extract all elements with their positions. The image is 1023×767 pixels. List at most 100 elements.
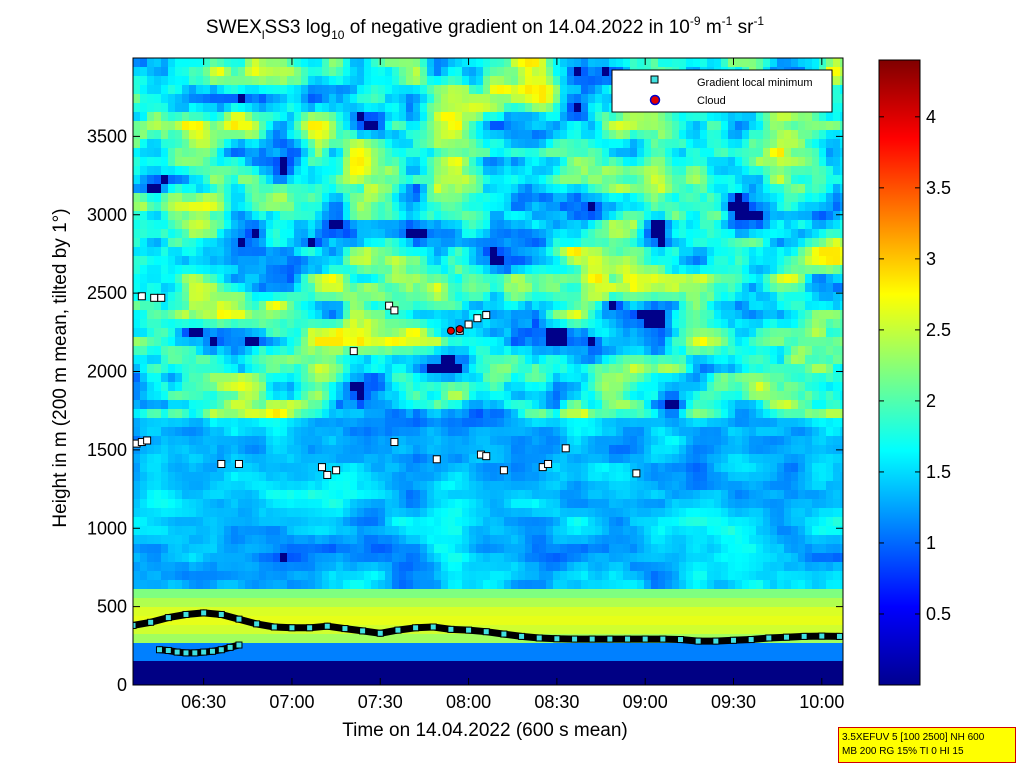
gradient-minimum-marker: [835, 632, 843, 640]
y-tick-label: 2000: [87, 362, 127, 382]
colorbar-ticks: 0.5 1 1.5 2 2.5 3 3.5 4: [879, 107, 951, 624]
gradient-minimum-marker: [482, 311, 491, 320]
gradient-minimum-marker: [217, 459, 226, 468]
gradient-minimum-marker: [217, 646, 225, 654]
gradient-minimum-marker: [482, 452, 491, 461]
colorbar-tick-label: 2: [926, 391, 936, 411]
gradient-minimum-marker: [432, 455, 441, 464]
gradient-minimum-marker: [561, 444, 570, 453]
gradient-minimum-marker: [818, 632, 826, 640]
gradient-minimum-marker: [473, 314, 482, 323]
gradient-minimum-marker: [147, 618, 155, 626]
gradient-minimum-marker: [208, 647, 216, 655]
gradient-minimum-marker: [182, 610, 190, 618]
gradient-minimum-marker: [226, 643, 234, 651]
colorbar-tick-label: 1: [926, 533, 936, 553]
chart-title: SWEXlSS3 log10 of negative gradient on 1…: [206, 14, 765, 42]
legend-label-cloud: Cloud: [697, 95, 726, 107]
gradient-minimum-marker: [217, 610, 225, 618]
gradient-minimum-marker: [341, 625, 349, 633]
gradient-minimum-marker: [164, 614, 172, 622]
info-line-2: MB 200 RG 15% TI 0 HI 15: [842, 746, 964, 757]
gradient-minimum-marker: [235, 615, 243, 623]
gradient-minimum-marker: [641, 635, 649, 643]
gradient-minimum-marker: [747, 636, 755, 644]
gradient-minimum-marker: [588, 635, 596, 643]
colorbar: 0.5 1 1.5 2 2.5 3 3.5 4: [878, 59, 951, 686]
legend-label-gradient-minimum: Gradient local minimum: [697, 77, 813, 89]
gradient-minimum-marker: [464, 320, 473, 329]
gradient-minimum-marker: [306, 624, 314, 632]
gradient-minimum-marker: [235, 641, 243, 649]
gradient-minimum-marker: [447, 625, 455, 633]
gradient-minimum-marker: [323, 470, 332, 479]
gradient-minimum-marker: [800, 632, 808, 640]
gradient-minimum-marker: [429, 623, 437, 631]
gradient-minimum-marker: [624, 635, 632, 643]
gradient-minimum-marker: [182, 649, 190, 657]
cloud-marker: [455, 325, 464, 334]
gradient-minimum-marker: [157, 293, 166, 302]
x-tick-label: 09:00: [623, 692, 668, 712]
gradient-minimum-marker: [164, 647, 172, 655]
gradient-minimum-marker: [200, 648, 208, 656]
gradient-minimum-marker: [659, 635, 667, 643]
legend: Gradient local minimum Cloud: [611, 69, 833, 113]
x-tick-label: 08:30: [534, 692, 579, 712]
gradient-minimum-marker: [765, 634, 773, 642]
gradient-minimum-marker: [143, 436, 152, 445]
y-axis: 0 500 1000 1500 2000 2500 3000 3500: [87, 126, 843, 695]
x-axis: 06:30 07:00 07:30 08:00 08:30 09:00 09:30 10:00: [181, 58, 844, 712]
gradient-minimum-marker: [323, 622, 331, 630]
gradient-minimum-marker: [234, 459, 243, 468]
gradient-minimum-marker: [376, 629, 384, 637]
gradient-minimum-marker: [270, 623, 278, 631]
y-tick-label: 1000: [87, 518, 127, 538]
gradient-minimum-marker: [500, 630, 508, 638]
gradient-minimum-marker: [677, 636, 685, 644]
gradient-minimum-marker: [349, 347, 358, 356]
gradient-minimum-marker: [133, 621, 137, 629]
y-tick-label: 3500: [87, 126, 127, 146]
y-axis-label: Height in m (200 m mean, tilted by 1°): [50, 208, 71, 527]
gradient-minimum-marker: [535, 634, 543, 642]
legend-marker-cloud: [649, 94, 661, 106]
gradient-minimum-marker: [359, 627, 367, 635]
y-tick-label: 3000: [87, 205, 127, 225]
heatmap: [133, 58, 843, 685]
x-tick-label: 10:00: [799, 692, 844, 712]
info-line-1: 3.5XEFUV 5 [100 2500] NH 600: [842, 732, 985, 743]
gradient-minimum-marker: [253, 620, 261, 628]
colorbar-tick-label: 2.5: [926, 320, 951, 340]
x-tick-label: 08:00: [446, 692, 491, 712]
colorbar-tick-label: 4: [926, 107, 936, 127]
gradient-minimum-marker: [712, 637, 720, 645]
gradient-minimum-marker: [499, 466, 508, 475]
gradient-minimum-marker: [465, 626, 473, 634]
colorbar-gradient: [878, 59, 921, 686]
gradient-minimum-marker: [482, 628, 490, 636]
gradient-minimum-marker: [632, 469, 641, 478]
cloud-marker: [446, 326, 455, 335]
y-tick-label: 0: [117, 675, 127, 695]
gradient-minimum-marker: [571, 635, 579, 643]
gradient-minimum-marker: [385, 301, 394, 310]
gradient-minimum-marker: [137, 292, 146, 301]
gradient-minimum-marker: [332, 466, 341, 475]
gradient-minimum-marker: [191, 649, 199, 657]
gradient-minimum-marker: [694, 637, 702, 645]
gradient-minimum-marker: [150, 293, 159, 302]
gradient-minimum-marker: [606, 635, 614, 643]
gradient-minimum-marker: [782, 633, 790, 641]
gradient-minimum-marker: [390, 306, 399, 315]
info-box: 3.5XEFUV 5 [100 2500] NH 600 MB 200 RG 1…: [838, 727, 1016, 763]
x-tick-label: 06:30: [181, 692, 226, 712]
y-tick-label: 1500: [87, 440, 127, 460]
legend-marker-gradient-minimum: [650, 75, 659, 84]
x-tick-label: 07:00: [269, 692, 314, 712]
gradient-minimum-marker: [200, 609, 208, 617]
gradient-minimum-marker: [544, 459, 553, 468]
x-axis-label: Time on 14.04.2022 (600 s mean): [342, 720, 628, 741]
gradient-minimum-marker: [317, 463, 326, 472]
gradient-minimum-marker: [553, 635, 561, 643]
